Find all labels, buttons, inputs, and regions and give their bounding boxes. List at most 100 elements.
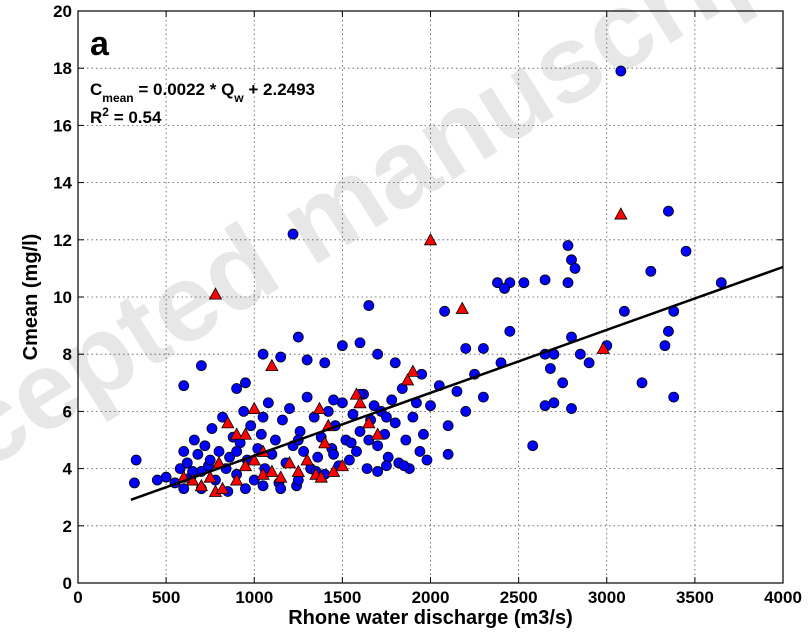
data-point — [130, 454, 142, 466]
data-point — [224, 451, 235, 463]
data-point — [407, 411, 419, 423]
data-point — [460, 405, 472, 417]
data-point — [345, 437, 357, 449]
x-tick-label: 2500 — [500, 588, 538, 607]
data-point — [206, 423, 218, 434]
data-point — [349, 387, 364, 400]
watermark: Accepted manuscript — [0, 0, 808, 567]
data-point — [389, 417, 401, 429]
data-point — [174, 463, 186, 475]
data-point — [275, 351, 287, 363]
data-point — [208, 287, 223, 300]
y-tick-label: 0 — [63, 574, 72, 593]
text-part: + 2.2493 — [244, 80, 315, 99]
y-tick-label: 12 — [53, 231, 72, 250]
data-point — [460, 343, 472, 354]
data-point — [557, 377, 569, 389]
data-point — [282, 456, 297, 469]
data-point — [504, 325, 516, 337]
equation: Cmean = 0.0022 * Qw + 2.2493 — [90, 80, 315, 105]
data-point — [192, 448, 204, 460]
y-tick-label: 8 — [63, 345, 72, 364]
data-point — [287, 228, 299, 240]
data-point — [414, 446, 426, 457]
data-point — [128, 477, 140, 489]
data-point — [539, 274, 551, 286]
data-point — [400, 434, 412, 446]
data-point — [328, 394, 339, 406]
data-point — [636, 377, 648, 389]
data-point — [499, 283, 510, 294]
data-point — [354, 426, 366, 437]
data-point — [221, 416, 235, 429]
data-point — [614, 207, 628, 220]
data-point — [361, 463, 373, 475]
data-point — [477, 343, 489, 354]
data-point — [229, 427, 244, 440]
data-point — [238, 427, 253, 440]
data-point — [659, 340, 671, 352]
data-point — [363, 434, 375, 446]
data-point — [455, 301, 469, 314]
data-point — [245, 420, 257, 432]
plot-frame — [77, 10, 784, 584]
data-point — [238, 405, 250, 417]
data-point — [372, 348, 384, 360]
data-point — [301, 391, 313, 403]
data-point — [336, 340, 348, 352]
data-point — [292, 331, 304, 343]
data-point — [363, 300, 375, 311]
data-point — [442, 420, 454, 432]
data-point — [151, 474, 163, 486]
r-squared: R2 = 0.54 — [90, 105, 162, 127]
data-point — [386, 394, 398, 406]
data-point — [178, 483, 190, 495]
data-point — [277, 414, 288, 426]
data-point — [615, 65, 627, 77]
data-point — [204, 454, 216, 466]
fit-line — [130, 265, 784, 501]
data-point — [418, 428, 429, 440]
data-point — [240, 483, 251, 495]
data-point — [439, 305, 451, 317]
data-point — [291, 464, 305, 477]
data-point — [596, 341, 610, 354]
data-point — [492, 277, 503, 289]
data-point — [416, 368, 428, 380]
data-point — [544, 363, 556, 374]
data-point — [562, 277, 574, 289]
data-point — [354, 337, 366, 349]
data-point — [312, 401, 327, 414]
y-tick-label: 20 — [53, 2, 72, 21]
data-point — [247, 453, 261, 466]
text-part: mean — [102, 91, 133, 105]
data-point — [389, 357, 401, 369]
x-tick-label: 3000 — [588, 588, 626, 607]
data-point — [381, 460, 392, 472]
data-point — [284, 403, 295, 414]
data-point — [231, 446, 243, 457]
data-point — [645, 265, 657, 277]
data-point — [265, 358, 279, 372]
data-point — [262, 397, 274, 409]
data-point — [178, 380, 190, 392]
data-point — [238, 458, 253, 472]
text-part: C — [90, 80, 102, 99]
text-part: R — [90, 108, 102, 127]
y-tick-label: 10 — [53, 288, 72, 307]
text-part: = 0.54 — [109, 108, 162, 127]
data-point — [583, 357, 595, 369]
data-point — [314, 470, 328, 483]
data-point — [618, 305, 630, 317]
text-part: 2 — [102, 105, 109, 119]
data-point — [715, 277, 727, 289]
data-point — [240, 377, 251, 389]
data-point — [257, 480, 269, 492]
data-point — [231, 383, 243, 394]
data-point — [663, 205, 674, 217]
data-point — [322, 405, 334, 417]
data-point — [265, 464, 279, 477]
data-point — [569, 262, 581, 274]
data-point — [539, 400, 551, 412]
